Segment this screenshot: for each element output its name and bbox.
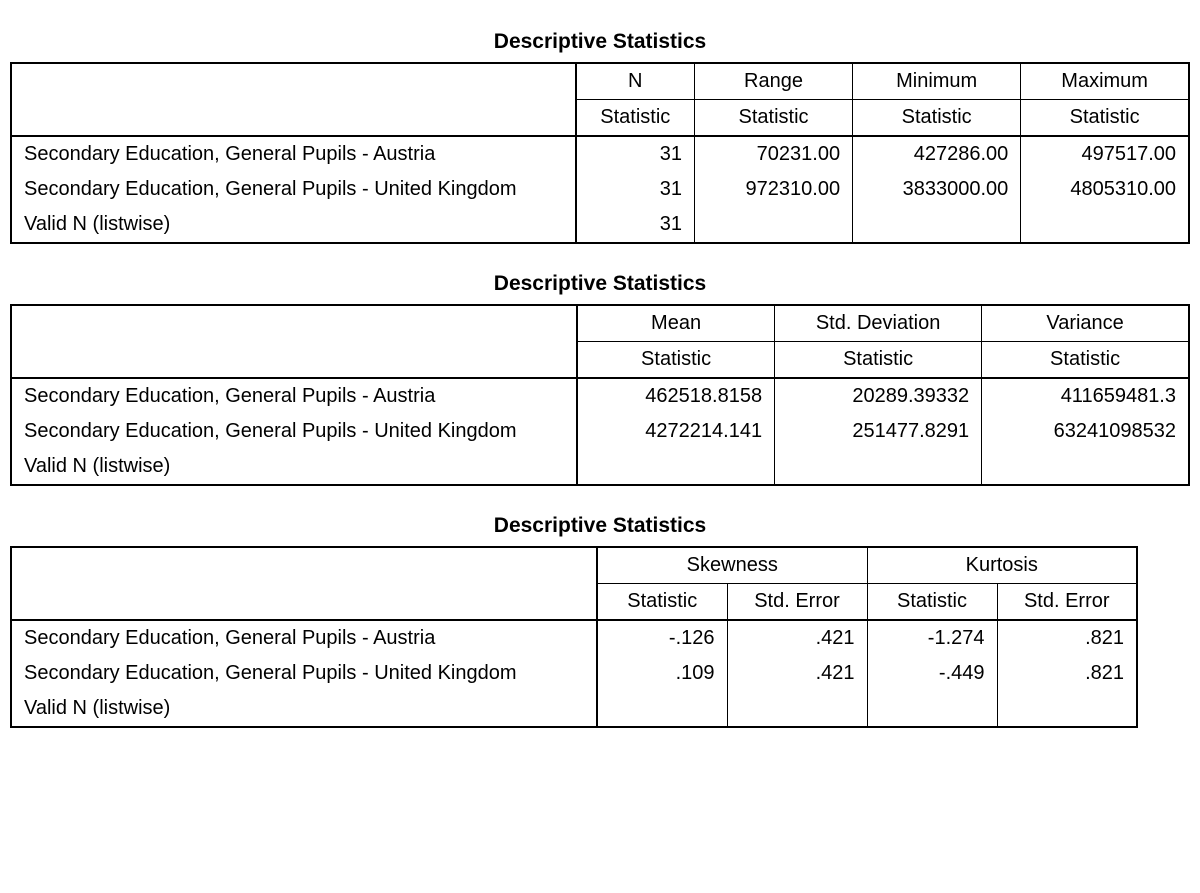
cell: .821 [997, 656, 1137, 691]
cell [694, 207, 852, 243]
row-label: Valid N (listwise) [11, 691, 597, 727]
blank-cell [11, 547, 597, 584]
table2-row-uk: Secondary Education, General Pupils - Un… [11, 414, 1189, 449]
table3-row-austria: Secondary Education, General Pupils - Au… [11, 620, 1137, 656]
col-minimum: Minimum [853, 63, 1021, 100]
cell [867, 691, 997, 727]
table1: N Range Minimum Maximum Statistic Statis… [10, 62, 1190, 244]
sub-stat: Statistic [1021, 100, 1189, 137]
cell: .421 [727, 620, 867, 656]
cell: 497517.00 [1021, 136, 1189, 172]
blank-cell [11, 342, 577, 379]
blank-cell [11, 584, 597, 621]
cell: 462518.8158 [577, 378, 775, 414]
table1-row-austria: Secondary Education, General Pupils - Au… [11, 136, 1189, 172]
col-maximum: Maximum [1021, 63, 1189, 100]
col-stddev: Std. Deviation [775, 305, 982, 342]
table3-header-row2: Statistic Std. Error Statistic Std. Erro… [11, 584, 1137, 621]
cell: 3833000.00 [853, 172, 1021, 207]
cell: 4805310.00 [1021, 172, 1189, 207]
cell: .109 [597, 656, 727, 691]
cell [727, 691, 867, 727]
col-n: N [576, 63, 695, 100]
cell [775, 449, 982, 485]
table2: Mean Std. Deviation Variance Statistic S… [10, 304, 1190, 486]
col-skewness: Skewness [597, 547, 867, 584]
table1-header-row1: N Range Minimum Maximum [11, 63, 1189, 100]
sub-stat: Statistic [775, 342, 982, 379]
cell: 31 [576, 136, 695, 172]
row-label: Secondary Education, General Pupils - Au… [11, 136, 576, 172]
blank-cell [11, 100, 576, 137]
cell: 70231.00 [694, 136, 852, 172]
table2-row-austria: Secondary Education, General Pupils - Au… [11, 378, 1189, 414]
cell: 972310.00 [694, 172, 852, 207]
cell: 251477.8291 [775, 414, 982, 449]
sub-stat: Statistic [867, 584, 997, 621]
cell: -.449 [867, 656, 997, 691]
cell: 4272214.141 [577, 414, 775, 449]
cell: 20289.39332 [775, 378, 982, 414]
row-label: Valid N (listwise) [11, 207, 576, 243]
table3-header-row1: Skewness Kurtosis [11, 547, 1137, 584]
row-label: Secondary Education, General Pupils - Un… [11, 656, 597, 691]
cell: 31 [576, 172, 695, 207]
sub-stat: Statistic [853, 100, 1021, 137]
col-variance: Variance [982, 305, 1189, 342]
row-label: Secondary Education, General Pupils - Un… [11, 172, 576, 207]
cell: .421 [727, 656, 867, 691]
table1-header-row2: Statistic Statistic Statistic Statistic [11, 100, 1189, 137]
table1-row-validn: Valid N (listwise) 31 [11, 207, 1189, 243]
sub-stderr: Std. Error [727, 584, 867, 621]
col-range: Range [694, 63, 852, 100]
table3: Skewness Kurtosis Statistic Std. Error S… [10, 546, 1138, 728]
sub-stat: Statistic [982, 342, 1189, 379]
table3-row-uk: Secondary Education, General Pupils - Un… [11, 656, 1137, 691]
cell: 31 [576, 207, 695, 243]
cell: 63241098532 [982, 414, 1189, 449]
row-label: Secondary Education, General Pupils - Un… [11, 414, 577, 449]
table3-title: Descriptive Statistics [10, 514, 1190, 538]
cell [982, 449, 1189, 485]
sub-stderr: Std. Error [997, 584, 1137, 621]
cell: 427286.00 [853, 136, 1021, 172]
table2-header-row2: Statistic Statistic Statistic [11, 342, 1189, 379]
table2-header-row1: Mean Std. Deviation Variance [11, 305, 1189, 342]
blank-cell [11, 305, 577, 342]
cell: -.126 [597, 620, 727, 656]
table3-row-validn: Valid N (listwise) [11, 691, 1137, 727]
cell [997, 691, 1137, 727]
cell: -1.274 [867, 620, 997, 656]
col-mean: Mean [577, 305, 775, 342]
cell [853, 207, 1021, 243]
col-kurtosis: Kurtosis [867, 547, 1137, 584]
table1-title: Descriptive Statistics [10, 30, 1190, 54]
sub-stat: Statistic [577, 342, 775, 379]
table2-row-validn: Valid N (listwise) [11, 449, 1189, 485]
cell: .821 [997, 620, 1137, 656]
sub-stat: Statistic [597, 584, 727, 621]
sub-stat: Statistic [576, 100, 695, 137]
sub-stat: Statistic [694, 100, 852, 137]
cell [1021, 207, 1189, 243]
row-label: Secondary Education, General Pupils - Au… [11, 378, 577, 414]
cell [577, 449, 775, 485]
cell: 411659481.3 [982, 378, 1189, 414]
cell [597, 691, 727, 727]
table2-title: Descriptive Statistics [10, 272, 1190, 296]
row-label: Secondary Education, General Pupils - Au… [11, 620, 597, 656]
table1-row-uk: Secondary Education, General Pupils - Un… [11, 172, 1189, 207]
row-label: Valid N (listwise) [11, 449, 577, 485]
blank-cell [11, 63, 576, 100]
